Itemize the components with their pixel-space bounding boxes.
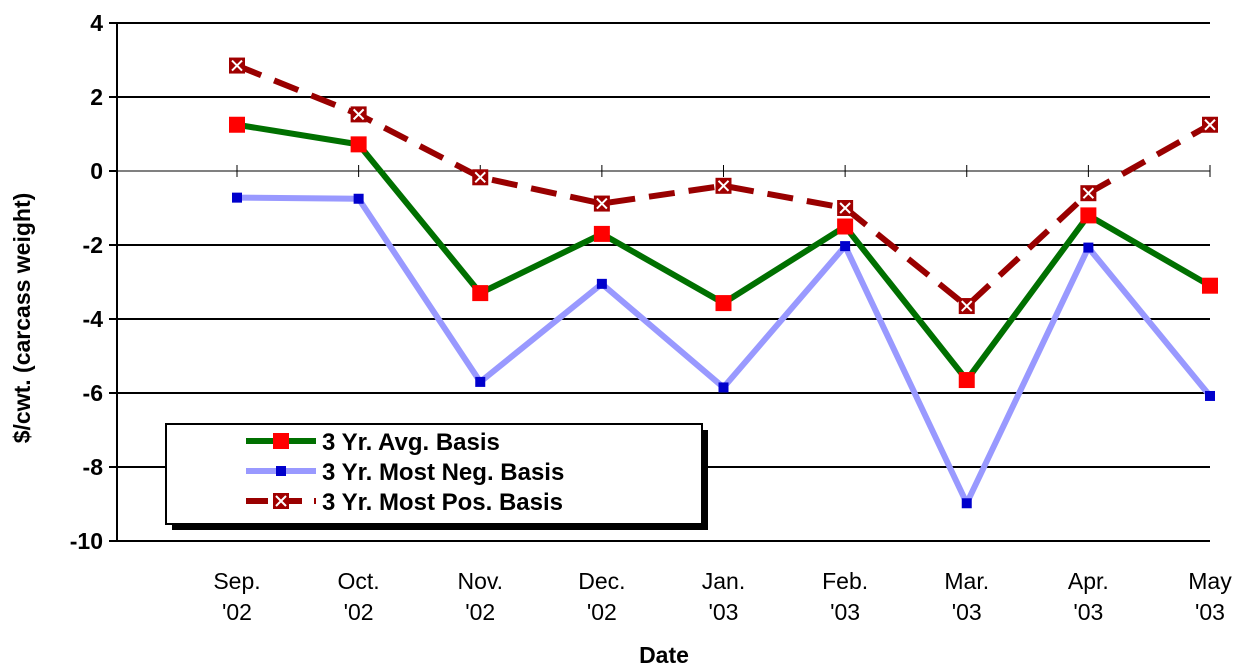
x-tick-label-month: Dec. bbox=[578, 568, 625, 594]
legend-entry: 3 Yr. Most Pos. Basis bbox=[246, 489, 563, 516]
data-point bbox=[350, 136, 367, 153]
x-tick-label-year: '02 bbox=[587, 599, 617, 625]
x-tick-label-month: Feb. bbox=[822, 568, 868, 594]
y-axis-title: $/cwt. (carcass weight) bbox=[9, 193, 35, 444]
data-point bbox=[837, 200, 854, 216]
series-lines bbox=[229, 57, 1218, 509]
data-point bbox=[350, 106, 367, 123]
x-tick-label-month: Jan. bbox=[702, 568, 745, 594]
data-point-cross bbox=[275, 495, 287, 507]
data-point bbox=[837, 218, 854, 235]
y-tick-label: 2 bbox=[90, 84, 103, 110]
data-point bbox=[961, 498, 972, 509]
x-tick-label-year: '02 bbox=[222, 599, 252, 625]
data-point bbox=[1205, 390, 1215, 401]
y-tick-label: -2 bbox=[83, 232, 103, 258]
grid-lines bbox=[117, 22, 1210, 468]
series-group bbox=[229, 116, 1218, 389]
x-tick-label-year: '03 bbox=[1195, 599, 1225, 625]
data-point bbox=[1202, 277, 1218, 294]
legend-items: 3 Yr. Avg. Basis 3 Yr. Most Neg. Basis 3 Y… bbox=[246, 429, 564, 516]
x-tick-label-month: Apr. bbox=[1068, 568, 1109, 594]
data-point-cross bbox=[596, 197, 608, 210]
x-tick-label-year: '02 bbox=[344, 599, 374, 625]
data-point-cross bbox=[1204, 119, 1216, 131]
data-point bbox=[593, 195, 610, 212]
x-tick-label-month: Mar. bbox=[944, 568, 989, 594]
series-group bbox=[232, 192, 1215, 509]
data-point-cross bbox=[1082, 187, 1095, 199]
data-point bbox=[1083, 242, 1094, 253]
y-tick-label: -10 bbox=[70, 528, 103, 554]
legend-label: 3 Yr. Avg. Basis bbox=[322, 429, 500, 456]
data-point bbox=[596, 278, 607, 289]
x-tick-label-month: May bbox=[1188, 568, 1232, 594]
data-point bbox=[232, 192, 242, 203]
series-group bbox=[229, 57, 1218, 315]
data-point-cross bbox=[839, 202, 851, 214]
legend: 3 Yr. Avg. Basis 3 Yr. Most Neg. Basis 3 Y… bbox=[165, 423, 708, 530]
legend-label: 3 Yr. Most Pos. Basis bbox=[322, 489, 563, 516]
x-tick-label-month: Nov. bbox=[457, 568, 503, 594]
data-point bbox=[1080, 185, 1097, 202]
y-tick-label: -4 bbox=[83, 306, 104, 332]
data-point bbox=[276, 466, 286, 476]
legend-entry: 3 Yr. Avg. Basis bbox=[246, 429, 500, 456]
y-tick-label: 0 bbox=[90, 158, 103, 184]
data-point bbox=[593, 225, 610, 242]
data-point bbox=[1080, 207, 1097, 224]
data-point bbox=[1202, 116, 1218, 133]
x-tick-label-year: '03 bbox=[952, 599, 982, 625]
x-tick-labels: Sep. '02 Oct. '02 Nov. '02 Dec. '02 Jan. '03 Feb. '… bbox=[213, 568, 1232, 625]
x-tick-label-year: '03 bbox=[830, 599, 860, 625]
axes bbox=[109, 22, 1211, 542]
data-point bbox=[273, 493, 289, 509]
x-tick-label-month: Sep. bbox=[213, 568, 260, 594]
data-point bbox=[840, 241, 851, 252]
data-point bbox=[353, 193, 364, 204]
data-point bbox=[715, 177, 732, 194]
data-point bbox=[958, 372, 975, 389]
data-point-cross bbox=[717, 180, 730, 192]
y-tick-labels: 4 2 0 -2 -4 -6 -8 -10 bbox=[70, 10, 103, 554]
x-tick-label-month: Oct. bbox=[338, 568, 380, 594]
data-point-cross bbox=[961, 300, 973, 312]
data-point bbox=[472, 169, 489, 186]
data-point bbox=[718, 382, 729, 393]
data-point bbox=[715, 295, 732, 312]
data-point bbox=[229, 57, 245, 74]
legend-entry: 3 Yr. Most Neg. Basis bbox=[246, 459, 564, 486]
data-point bbox=[229, 116, 245, 133]
data-point-cross bbox=[474, 171, 486, 183]
x-tick-label-year: '02 bbox=[465, 599, 495, 625]
data-point-cross bbox=[231, 59, 243, 72]
series-line bbox=[236, 121, 1212, 384]
y-tick-label: -6 bbox=[83, 380, 103, 406]
data-point bbox=[958, 298, 975, 315]
y-tick-label: 4 bbox=[90, 10, 103, 36]
data-point bbox=[475, 376, 486, 387]
y-tick-label: -8 bbox=[83, 454, 104, 480]
x-tick-label-year: '03 bbox=[1073, 599, 1103, 625]
data-point bbox=[273, 433, 289, 449]
x-tick-label-year: '03 bbox=[709, 599, 739, 625]
data-point-cross bbox=[352, 108, 365, 121]
legend-label: 3 Yr. Most Neg. Basis bbox=[322, 459, 564, 486]
data-point bbox=[472, 285, 489, 302]
x-axis-title: Date bbox=[639, 642, 689, 667]
series-line bbox=[235, 62, 1212, 310]
